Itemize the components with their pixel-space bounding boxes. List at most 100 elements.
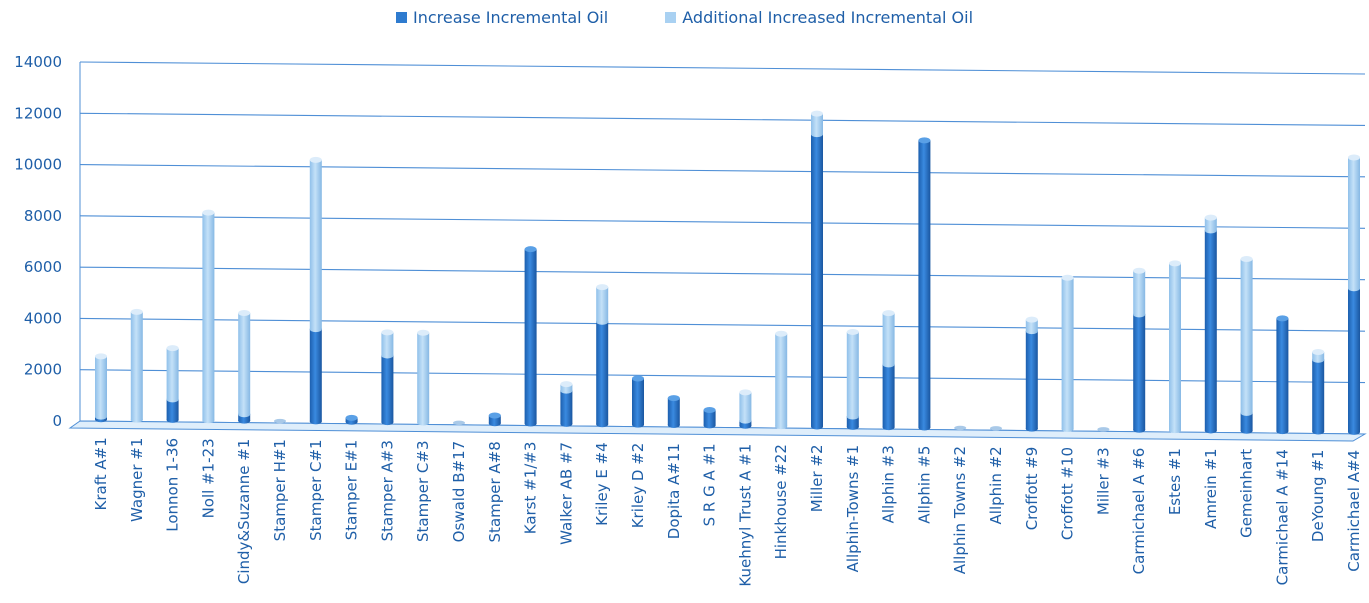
x-tick-label: Stamper A#8 [486,441,504,542]
x-tick-label: Allphin #5 [915,446,933,524]
bar-increase[interactable] [918,137,931,431]
y-tick-label: 2000 [24,361,62,379]
gridline [79,215,1366,229]
x-tick-label: Carmichael A #6 [1130,448,1148,575]
x-tick-label: Stamper C#3 [414,440,432,541]
bar-additional[interactable] [846,328,859,420]
x-tick-label: Stamper A#3 [378,440,396,541]
legend-label-increase: Increase Incremental Oil [412,8,609,27]
x-tick-label: Allphin #3 [880,445,898,523]
x-tick-label: Oswald B#17 [450,441,468,542]
floor [68,420,1367,442]
gridline [79,112,1366,126]
gridline [79,317,1366,332]
bar-increase[interactable] [1348,285,1360,435]
x-tick-label: Stamper H#1 [271,439,289,541]
x-tick-label: Cindy&Suzanne #1 [235,439,253,584]
x-tick-label: Noll #1-23 [199,438,217,518]
bar-increase[interactable] [1133,311,1146,433]
bar-increase[interactable] [882,361,895,431]
bar-increase[interactable] [524,246,537,427]
bar-additional[interactable] [130,308,143,423]
bar-increase[interactable] [309,326,322,425]
legend-item-additional[interactable]: Additional Increased Incremental Oil [665,8,973,27]
legend-label-additional: Additional Increased Incremental Oil [682,8,974,27]
y-axis: 0 2000 4000 6000 8000 10000 12000 14000 [14,53,62,430]
x-tick-label: Miller #3 [1094,447,1112,515]
x-tick-label: Stamper C#1 [307,439,325,540]
bar-increase[interactable] [345,414,358,425]
grid-layer [68,61,1367,442]
bar-additional[interactable] [95,353,107,420]
x-tick-label: Croffott #10 [1059,447,1077,540]
bar-additional[interactable] [1204,214,1217,234]
y-tick-label: 8000 [24,207,62,225]
bar-increase[interactable] [667,395,680,429]
gridline [79,369,1366,384]
bar-additional[interactable] [309,156,322,333]
bar-additional[interactable] [1169,260,1181,434]
bar-additional[interactable] [811,110,823,138]
bar-additional[interactable] [1240,255,1253,416]
bar-additional[interactable] [417,329,430,426]
bar-increase[interactable] [811,131,823,430]
x-tick-label: DeYoung #1 [1309,450,1327,543]
gridline [79,164,1366,178]
bar-additional[interactable] [1348,154,1360,292]
bar-increase[interactable] [488,412,501,427]
bar-additional[interactable] [1061,274,1074,432]
x-tick-label: Stamper E#1 [343,440,361,540]
x-tick-label: Kraft A#1 [92,437,110,510]
empty-bar-marker [1097,427,1110,432]
x-tick-label: Allphin-Towns #1 [844,445,862,573]
empty-bar-marker [954,425,967,431]
y-tick-label: 10000 [14,156,62,174]
bar-additional[interactable] [775,330,788,430]
bar-increase[interactable] [632,375,644,428]
x-tick-label: Lonnon 1-36 [164,438,182,532]
bar-additional[interactable] [381,329,394,359]
legend-swatch-increase [395,12,407,23]
x-tick-label: Hinkhouse #22 [772,444,790,559]
bar-increase[interactable] [1025,328,1038,432]
legend: Increase Incremental Oil Additional Incr… [0,8,1369,27]
gridline [79,61,1366,75]
x-tick-label: Miller #2 [808,444,826,512]
bar-additional[interactable] [238,309,251,418]
bar-increase[interactable] [381,352,394,426]
x-tick-label: Kuehnyl Trust A #1 [736,444,754,587]
bar-additional[interactable] [560,381,573,394]
bar-increase[interactable] [1204,227,1217,434]
bar-additional[interactable] [882,310,895,368]
bar-additional[interactable] [1133,267,1146,318]
legend-item-increase[interactable]: Increase Incremental Oil [395,8,609,27]
x-tick-label: Estes #1 [1166,448,1184,515]
y-tick-label: 14000 [14,53,62,71]
bar-additional[interactable] [1025,316,1038,335]
empty-bar-marker [990,426,1002,431]
x-axis: Kraft A#1 Wagner #1 Lonnon 1-36 Noll #1-23 C… [92,437,1363,586]
gridline [79,266,1366,281]
x-tick-label: Allphin Towns #2 [951,446,969,574]
x-tick-label: Amrein #1 [1202,448,1220,529]
bar-additional[interactable] [739,389,752,424]
bar-increase[interactable] [1276,315,1289,435]
y-tick-label: 12000 [14,104,62,122]
empty-bar-marker [274,418,286,424]
x-tick-label: Dopita A#11 [665,443,683,539]
bar-additional[interactable] [1312,349,1325,363]
bar-additional[interactable] [166,345,179,403]
x-tick-label: Kriley E #4 [593,442,611,526]
bar-increase[interactable] [703,406,716,429]
bar-increase[interactable] [1312,356,1325,435]
x-tick-label: Karst #1/#3 [522,442,540,535]
x-tick-label: Kriley D #2 [629,443,647,529]
x-tick-label: Gemeinhart [1238,449,1256,538]
x-tick-label: Carmichael A#4 [1345,450,1363,572]
bar-additional[interactable] [202,209,215,424]
empty-bar-marker [453,420,465,426]
bar-additional[interactable] [596,284,609,325]
y-tick-label: 4000 [24,309,62,327]
bar-increase[interactable] [596,318,609,428]
